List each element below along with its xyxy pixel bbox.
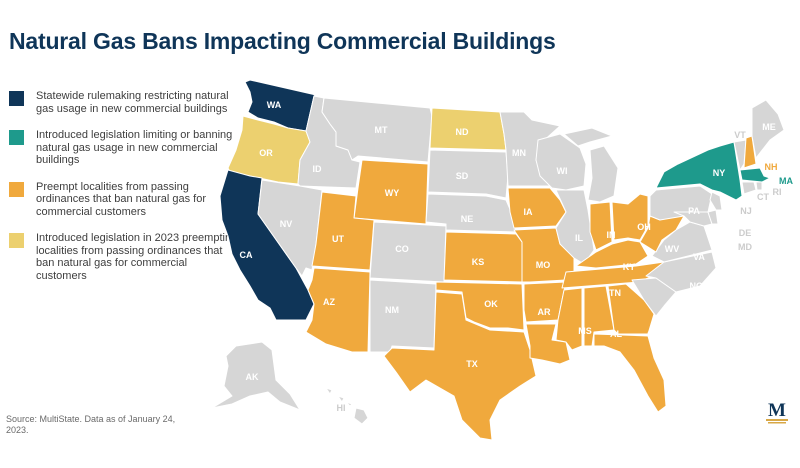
svg-text:ME: ME [762,122,776,132]
svg-text:NV: NV [280,219,293,229]
svg-text:NH: NH [765,162,778,172]
svg-text:TN: TN [609,288,621,298]
legend-item-introduced-ban: Introduced legislation limiting or banni… [9,129,239,167]
svg-text:MD: MD [738,242,752,252]
state-wa [244,79,317,132]
state-ms [555,287,583,351]
svg-text:VT: VT [734,130,746,140]
svg-text:KY: KY [623,262,636,272]
svg-text:TX: TX [466,359,478,369]
legend: Statewide rulemaking restricting natural… [9,90,239,296]
svg-text:NM: NM [385,305,399,315]
svg-text:WI: WI [557,166,568,176]
svg-text:WY: WY [385,188,400,198]
legend-item-statewide: Statewide rulemaking restricting natural… [9,90,239,115]
legend-label: Statewide rulemaking restricting natural… [36,90,229,115]
state-ct [741,181,757,195]
state-in [589,201,613,251]
svg-text:CO: CO [395,244,409,254]
svg-text:KS: KS [472,257,485,267]
svg-text:MA: MA [779,176,793,186]
svg-text:CT: CT [757,192,769,202]
svg-text:NC: NC [690,281,703,291]
svg-text:OR: OR [259,148,273,158]
legend-swatch-teal [9,130,24,145]
state-tx [383,291,537,441]
state-la [525,323,571,365]
svg-text:MS: MS [578,326,592,336]
state-ak [211,341,301,411]
state-fl [593,333,667,413]
svg-text:IA: IA [524,207,534,217]
svg-text:CA: CA [240,250,253,260]
svg-text:MN: MN [512,148,526,158]
legend-swatch-yellow [9,233,24,248]
state-nv [257,179,323,277]
state-ma [739,167,771,183]
state-ny [655,141,743,201]
multistate-logo-icon: M [766,400,788,424]
state-hi [325,387,369,425]
page-title: Natural Gas Bans Impacting Commercial Bu… [9,28,556,54]
svg-text:AL: AL [610,329,622,339]
svg-text:NE: NE [461,214,474,224]
svg-text:RI: RI [773,187,782,197]
state-ia [507,187,567,229]
source-note: Source: MultiState. Data as of January 2… [6,414,176,435]
legend-item-introduced-preempt: Introduced legislation in 2023 preemptin… [9,232,239,282]
svg-text:AZ: AZ [323,297,335,307]
legend-label: Introduced legislation limiting or banni… [36,129,233,166]
svg-text:IN: IN [607,230,616,240]
svg-text:MI: MI [615,186,625,196]
state-ga [607,283,655,335]
legend-swatch-orange [9,181,24,197]
svg-text:WV: WV [665,244,680,254]
legend-label: Introduced legislation in 2023 preemptin… [36,232,238,282]
legend-label: Preempt localities from passing ordinanc… [36,180,207,218]
svg-text:NJ: NJ [740,206,752,216]
svg-text:ND: ND [456,127,469,137]
svg-text:UT: UT [332,234,344,244]
state-wi [535,133,587,191]
legend-swatch-navy [9,91,24,106]
state-il [555,189,595,265]
state-mi [563,127,619,203]
state-de [707,209,719,225]
svg-text:SC: SC [676,308,689,318]
svg-text:WA: WA [267,100,282,110]
state-nj [709,191,723,211]
state-me [751,99,785,159]
state-al [583,285,615,347]
state-oh [611,193,649,241]
svg-text:SD: SD [456,171,469,181]
state-az [305,267,371,353]
svg-text:AK: AK [246,372,259,382]
svg-text:MO: MO [536,260,551,270]
svg-text:VA: VA [693,252,705,262]
state-wy [353,159,429,225]
state-labels: WA OR CA ID NV MT WY UT AZ CO NM ND SD N… [240,100,794,413]
svg-text:PA: PA [688,206,700,216]
svg-text:DE: DE [739,228,752,238]
svg-text:FL: FL [684,395,695,405]
state-ok [435,281,525,331]
legend-item-preempt: Preempt localities from passing ordinanc… [9,181,239,219]
svg-text:NY: NY [713,168,726,178]
svg-text:M: M [768,400,786,421]
svg-text:ID: ID [313,164,323,174]
state-ri [755,181,763,191]
state-nm [369,279,437,353]
svg-text:MT: MT [375,125,388,135]
svg-text:IL: IL [575,233,584,243]
svg-text:LA: LA [543,364,555,374]
svg-text:OH: OH [637,222,651,232]
svg-text:OK: OK [484,299,498,309]
svg-text:AR: AR [538,307,551,317]
svg-text:GA: GA [647,329,661,339]
svg-text:HI: HI [337,403,346,413]
